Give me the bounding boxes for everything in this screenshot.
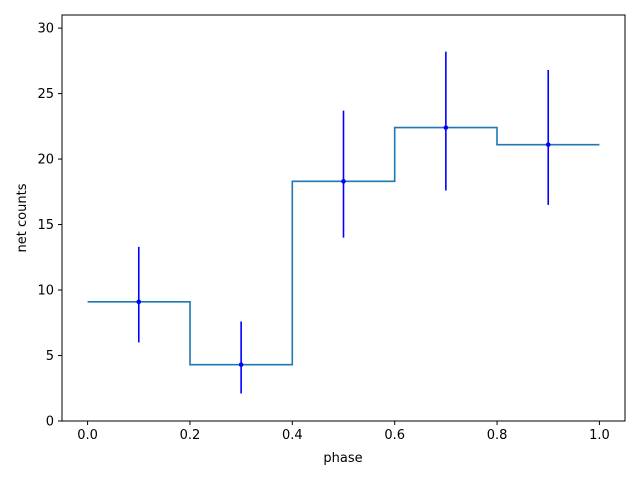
y-axis: 0 5 10 15 20 25 30 [37,22,62,430]
data-point [238,362,244,367]
data-point [341,179,346,184]
x-tick-label: 0.4 [282,428,303,443]
data-point [545,142,551,147]
y-tick-label: 0 [46,415,54,430]
y-tick-label: 15 [37,218,54,233]
data-point [136,299,142,305]
y-axis-label: net counts [15,183,30,252]
series-layer [87,51,600,394]
x-axis: 0.0 0.2 0.4 0.6 0.8 1.0 [77,421,610,443]
x-tick-label: 1.0 [589,428,610,443]
x-tick-label: 0.0 [77,428,98,443]
y-tick-label: 10 [37,284,54,299]
x-axis-label: phase [323,451,362,466]
data-point [443,125,449,130]
x-tick-label: 0.2 [180,428,201,443]
y-tick-label: 5 [46,349,54,364]
y-tick-label: 25 [37,87,54,102]
x-tick-label: 0.6 [384,428,405,443]
plot-frame [61,14,626,422]
x-tick-label: 0.8 [487,428,508,443]
y-tick-label: 30 [37,22,54,37]
y-tick-label: 20 [37,153,54,168]
